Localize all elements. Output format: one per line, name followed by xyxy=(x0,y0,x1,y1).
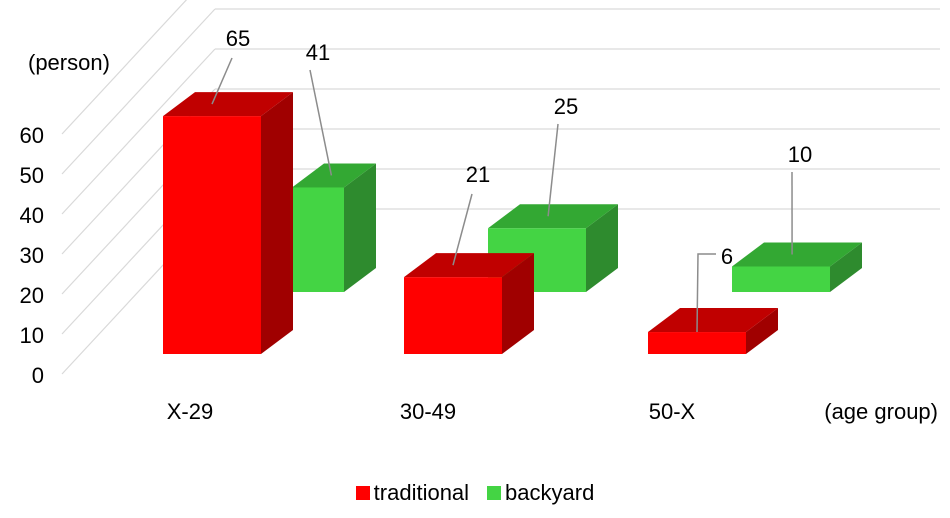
x-tick-label: 50-X xyxy=(649,399,696,424)
bar-side xyxy=(586,204,618,292)
y-tick-labels: 0 10 20 30 40 50 60 xyxy=(20,123,44,388)
x-tick-labels: X-29 30-49 50-X xyxy=(167,399,696,424)
data-label-traditional: 6 xyxy=(721,244,733,269)
legend-label-backyard: backyard xyxy=(505,480,595,505)
traditional-series xyxy=(163,92,778,354)
data-label-backyard: 10 xyxy=(788,142,812,167)
x-tick-label: X-29 xyxy=(167,399,213,424)
bar-side xyxy=(830,242,862,292)
bar-backyard xyxy=(292,163,376,292)
bar-top xyxy=(648,308,778,333)
data-label-leaders xyxy=(211,57,793,333)
y-tick-label: 0 xyxy=(32,363,44,388)
bar-top xyxy=(292,163,376,188)
legend-item-traditional: traditional xyxy=(355,480,470,506)
y-tick-label: 30 xyxy=(20,243,44,268)
bar-side xyxy=(502,253,534,354)
bar-traditional xyxy=(404,253,534,354)
bar-top xyxy=(163,92,293,117)
bar-front xyxy=(163,116,261,354)
bar-side xyxy=(344,163,376,292)
data-label-backyard: 41 xyxy=(306,40,330,65)
bar-traditional xyxy=(648,308,778,354)
leader-line xyxy=(452,193,473,266)
bar-backyard xyxy=(488,204,618,292)
legend-item-backyard: backyard xyxy=(487,480,594,506)
leader-line xyxy=(211,57,233,105)
legend-swatch-backyard xyxy=(487,486,502,500)
data-label-traditional: 21 xyxy=(466,162,490,187)
bar-side xyxy=(261,92,293,354)
data-label-traditional: 65 xyxy=(226,26,250,51)
grid-diagonal xyxy=(61,48,216,215)
y-tick-label: 20 xyxy=(20,283,44,308)
bar-traditional xyxy=(163,92,293,354)
leader-line xyxy=(696,253,716,333)
leader-line xyxy=(309,69,333,176)
bar-top xyxy=(732,242,862,267)
y-tick-label: 40 xyxy=(20,203,44,228)
y-tick-label: 50 xyxy=(20,163,44,188)
y-tick-label: 10 xyxy=(20,323,44,348)
leader-line xyxy=(547,123,559,217)
bar-front xyxy=(648,332,746,354)
x-axis-label: (age group) xyxy=(824,399,938,424)
data-labels: 41 25 10 65 21 6 xyxy=(226,26,812,269)
legend-swatch-traditional xyxy=(355,486,370,500)
legend: traditional backyard xyxy=(0,480,950,506)
bar-top xyxy=(488,204,618,229)
y-axis-label: (person) xyxy=(28,50,110,75)
bar-front xyxy=(732,266,830,292)
backyard-series xyxy=(292,163,862,292)
legend-label-traditional: traditional xyxy=(373,480,470,505)
grid-diagonal xyxy=(61,0,188,135)
bar-side xyxy=(746,308,778,354)
bar-backyard xyxy=(732,242,862,292)
bar-front xyxy=(292,187,344,292)
x-tick-label: 30-49 xyxy=(400,399,456,424)
grid-diagonal xyxy=(61,8,216,175)
bar-top xyxy=(404,253,534,278)
data-label-backyard: 25 xyxy=(554,94,578,119)
y-tick-label: 60 xyxy=(20,123,44,148)
bar-front xyxy=(404,277,502,354)
